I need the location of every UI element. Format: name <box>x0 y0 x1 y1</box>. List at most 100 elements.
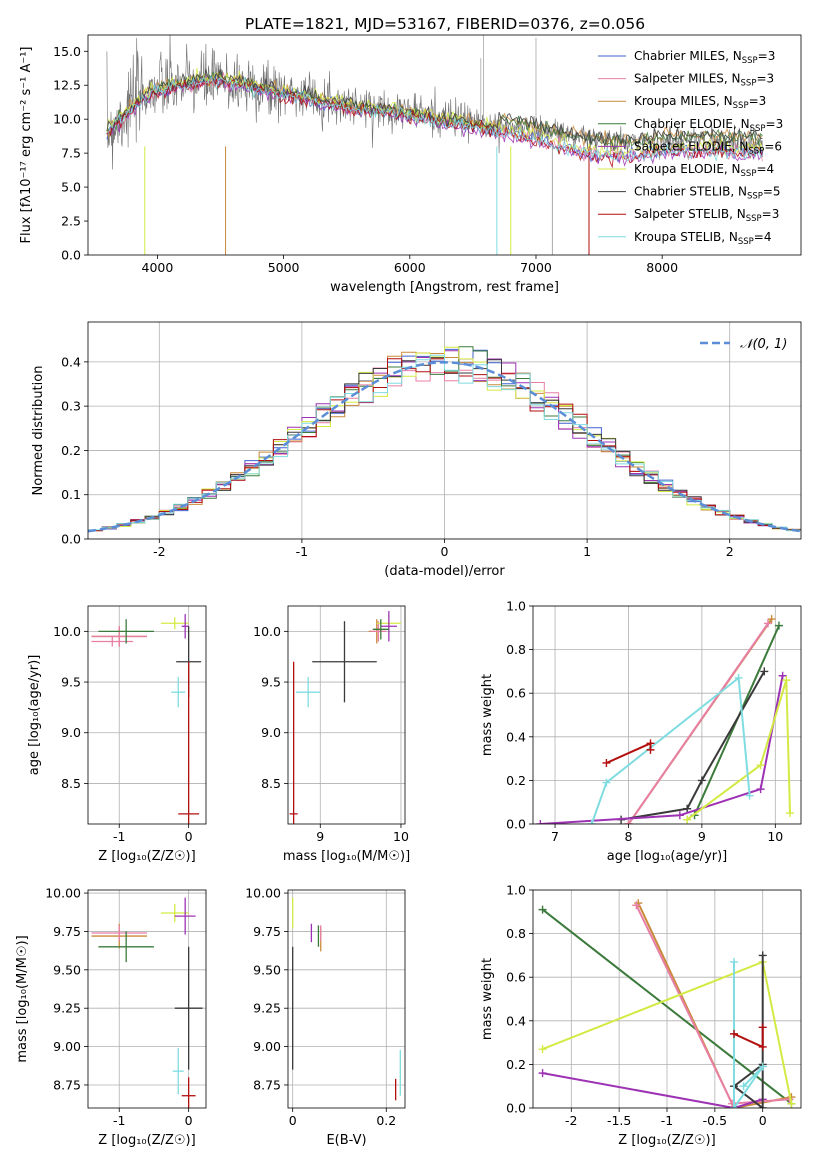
legend-sub: SSP <box>741 79 757 89</box>
x-tick-label: 7 <box>551 829 559 844</box>
plus-marker <box>683 815 692 824</box>
y-axis-label: mass weight <box>480 674 495 756</box>
y-tick-label: 0.8 <box>506 642 526 657</box>
x-axis-label: age [log₁₀(age/yr)] <box>607 849 728 864</box>
plus-marker <box>787 1099 796 1108</box>
panel-7: -2 -1.5 -1 -0.5 0 0.0 0.2 0.4 0.6 0.8 1.0 Z [log₁₀(… <box>480 883 802 1148</box>
x-tick-label: 0 <box>185 1113 193 1128</box>
y-tick-label: 15.0 <box>53 44 81 59</box>
y-tick-label: 1.0 <box>506 883 526 898</box>
plus-marker <box>646 745 655 754</box>
legend-sub: SSP <box>733 101 749 111</box>
legend-name: Chabrier MILES, N <box>634 49 742 63</box>
legend-name: Chabrier STELIB, N <box>634 185 747 199</box>
y-axis-label: age [log₁₀(age/yr)] <box>27 655 42 776</box>
panel-1: -2 -1 0 1 2 0.0 0.1 0.2 0.3 0.4 (data-model)/error… <box>31 321 802 579</box>
axes-frame <box>532 889 802 1109</box>
error-bar <box>98 931 154 963</box>
x-axis-label: Z [log₁₀(Z/Z☉)] <box>618 1133 715 1148</box>
error-bar <box>178 661 200 824</box>
plus-marker <box>697 776 706 785</box>
error-bar <box>289 661 298 824</box>
error-bar <box>181 1077 196 1108</box>
mass-weight-line <box>686 679 791 821</box>
plus-marker <box>774 621 783 630</box>
legend-name: Kroupa ELODIE, N <box>634 162 741 176</box>
y-tick-label: 0.0 <box>506 1101 526 1116</box>
panel-2: -1 0 8.5 9.0 9.5 10.0 Z [log₁₀(Z/Z☉)] age [log₁… <box>27 605 207 864</box>
y-tick-label: 12.5 <box>53 78 81 93</box>
error-bar <box>160 617 189 630</box>
plus-marker <box>782 676 791 685</box>
plot-area <box>88 322 801 539</box>
x-tick-label: -1 <box>113 829 125 844</box>
y-tick-label: 8.75 <box>253 1077 281 1092</box>
plus-marker <box>538 905 547 914</box>
y-tick-label: 10.0 <box>253 624 281 639</box>
x-tick-label: 0 <box>759 1113 767 1128</box>
y-tick-label: 9.0 <box>261 725 281 740</box>
plus-marker <box>756 761 765 770</box>
legend-entry: Chabrier STELIB, NSSP=5 <box>634 185 781 202</box>
legend-entry: Chabrier ELODIE, NSSP=3 <box>634 117 783 134</box>
plot-area <box>288 890 405 1108</box>
error-bar <box>174 897 196 935</box>
mass-weight-line <box>733 1027 764 1049</box>
y-tick-label: 0.1 <box>61 487 81 502</box>
y-axis-label: Normed distribution <box>31 366 46 496</box>
legend-suffix: =6 <box>764 139 782 153</box>
y-tick-label: 9.50 <box>253 962 281 977</box>
panel-0: 4000 5000 6000 7000 8000 0.0 2.5 5.0 7.5 10.0 12.5… <box>19 34 802 295</box>
plus-marker <box>785 809 794 818</box>
error-bar <box>370 621 387 642</box>
legend-entry: 𝒩(0, 1) <box>740 337 787 352</box>
y-tick-label: 1.0 <box>506 599 526 614</box>
x-tick-label: 6000 <box>394 260 426 275</box>
y-tick-label: 8.5 <box>261 776 281 791</box>
y-tick-label: 0.2 <box>506 1057 526 1072</box>
y-tick-label: 0.0 <box>61 532 81 547</box>
plus-marker <box>602 778 611 787</box>
axes-frame <box>87 889 207 1109</box>
error-bar <box>296 676 321 708</box>
panel-6: 0 0.2 8.75 9.00 9.25 9.50 9.75 10.00 E(B-V) <box>245 886 406 1148</box>
gridlines <box>533 606 801 824</box>
plus-marker <box>624 820 633 824</box>
y-tick-label: 0.4 <box>506 1013 526 1028</box>
x-tick-label: 8 <box>624 829 632 844</box>
plus-marker <box>758 951 767 960</box>
y-axis-label: mass [log₁₀(M/M☉)] <box>15 935 30 1062</box>
legend-sub: SSP <box>747 192 763 202</box>
legend-suffix: =3 <box>749 94 767 108</box>
y-tick-label: 0.6 <box>506 686 526 701</box>
y-tick-label: 5.0 <box>61 180 81 195</box>
x-tick-label: -0.5 <box>703 1113 727 1128</box>
legend-sub: SSP <box>746 214 762 224</box>
x-tick-label: -2 <box>565 1113 577 1128</box>
legend-suffix: =3 <box>762 207 780 221</box>
x-tick-label: 2 <box>726 544 734 559</box>
legend-entry: Kroupa MILES, NSSP=3 <box>634 94 766 111</box>
legend-sub: SSP <box>748 146 764 156</box>
axes-frame <box>87 34 802 256</box>
axes-frame <box>87 605 207 825</box>
plus-marker <box>763 619 772 628</box>
y-tick-label: 9.75 <box>53 924 81 939</box>
legend-name: Salpeter ELODIE, N <box>634 139 748 153</box>
legend-entry: Kroupa ELODIE, NSSP=4 <box>634 162 774 179</box>
y-tick-label: 0.4 <box>506 729 526 744</box>
error-bar <box>91 636 134 647</box>
y-tick-label: 7.5 <box>61 146 81 161</box>
x-tick-label: 0.2 <box>376 1113 396 1128</box>
error-bar <box>181 614 189 639</box>
plus-marker <box>538 1045 547 1054</box>
plus-marker <box>538 1069 547 1078</box>
plus-marker <box>734 673 743 682</box>
gaussian-curve <box>88 361 801 533</box>
legend-name: Kroupa MILES, N <box>634 94 733 108</box>
x-axis-label: wavelength [Angstrom, rest frame] <box>330 280 559 295</box>
plus-marker <box>730 1104 738 1108</box>
y-tick-label: 8.5 <box>61 776 81 791</box>
